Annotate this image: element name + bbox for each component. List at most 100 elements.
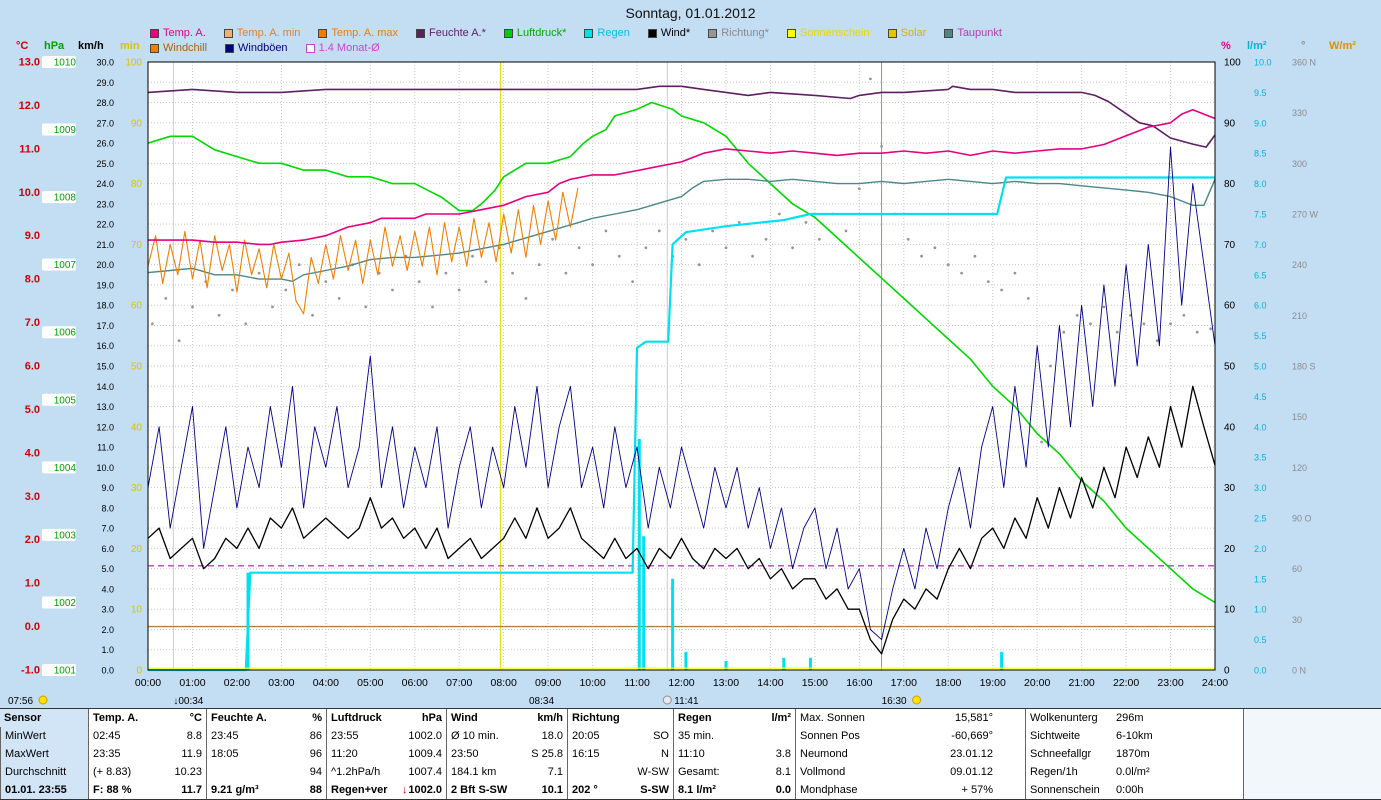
cell-label: 202 °	[572, 784, 598, 796]
table-cell-richtung: Richtung	[567, 709, 673, 727]
svg-text:22.0: 22.0	[96, 220, 114, 230]
svg-text:20: 20	[1224, 544, 1236, 555]
svg-text:25.0: 25.0	[96, 159, 114, 169]
cell-label: (+ 8.83)	[93, 766, 131, 778]
svg-text:12:00: 12:00	[668, 677, 694, 689]
cell-value: N	[661, 748, 669, 760]
svg-text:5.0: 5.0	[25, 404, 40, 416]
svg-text:3.5: 3.5	[1254, 453, 1267, 463]
svg-text:270 W: 270 W	[1292, 210, 1319, 220]
cell-label: Neumond	[800, 748, 848, 760]
cell-value: 23.01.12	[950, 748, 993, 760]
svg-text:10: 10	[1224, 605, 1236, 616]
cell-label: 20:05	[572, 730, 600, 742]
svg-text:24:00: 24:00	[1202, 677, 1228, 689]
svg-text:30: 30	[1292, 615, 1302, 625]
axis-unit-degC: °C	[16, 40, 28, 52]
table-cell-feuchte-a-: 18:0596	[206, 745, 326, 763]
astro-info-cell: Max. Sonnen15,581°	[795, 709, 1025, 727]
svg-text:24.0: 24.0	[96, 179, 114, 189]
marker-time-label: 07:56	[8, 696, 33, 707]
legend-swatch-icon	[150, 29, 159, 38]
cell-label: 11:20	[331, 748, 358, 760]
table-cell-feuchte-a-: 9.21 g/m³88	[206, 781, 326, 799]
svg-text:00:00: 00:00	[135, 677, 161, 689]
svg-text:1004: 1004	[54, 463, 77, 474]
legend-item-1-4-monat-: 1.4 Monat-Ø	[306, 42, 380, 54]
axis-ticks-kmh: 0.01.02.03.04.05.06.07.08.09.010.011.012…	[96, 58, 114, 676]
svg-text:10: 10	[131, 605, 143, 616]
svg-text:13:00: 13:00	[713, 677, 739, 689]
svg-text:19.0: 19.0	[96, 280, 114, 290]
svg-text:3.0: 3.0	[101, 605, 114, 615]
svg-text:5.5: 5.5	[1254, 331, 1267, 341]
moon-icon	[663, 696, 671, 704]
cell-value: 6-10km	[1116, 730, 1153, 742]
sensor-row-label: Sensor	[0, 709, 88, 727]
misc-info-cell: Wolkenunterg296m	[1025, 709, 1243, 727]
legend-swatch-icon	[944, 29, 953, 38]
svg-text:13.0: 13.0	[96, 402, 114, 412]
cell-label: Mondphase	[800, 784, 858, 796]
svg-text:21.0: 21.0	[96, 240, 114, 250]
svg-text:100: 100	[125, 58, 142, 69]
svg-text:60: 60	[1224, 301, 1236, 312]
table-cell-luftdruck: 11:201009.4	[326, 745, 446, 763]
svg-text:21:00: 21:00	[1068, 677, 1094, 689]
cell-value: 11.9	[181, 748, 202, 760]
cell-value: l/m²	[771, 712, 791, 724]
table-cell-richtung: 202 °S-SW	[567, 781, 673, 799]
svg-text:90: 90	[1224, 118, 1236, 129]
cell-label: 23:35	[93, 748, 121, 760]
svg-text:27.0: 27.0	[96, 118, 114, 128]
axis-ticks-degC: -1.00.01.02.03.04.05.06.07.08.09.010.011…	[19, 57, 40, 677]
table-filler-cell	[1243, 709, 1381, 727]
cell-value: 296m	[1116, 712, 1144, 724]
cell-label: 2 Bft S-SW	[451, 784, 507, 796]
svg-text:6.5: 6.5	[1254, 270, 1267, 280]
legend-label: Luftdruck*	[517, 27, 567, 39]
svg-text:29.0: 29.0	[96, 78, 114, 88]
svg-text:20: 20	[131, 544, 143, 555]
cell-label: Vollmond	[800, 766, 845, 778]
marker-time-label: 11:41	[674, 696, 699, 707]
legend-label: Taupunkt	[957, 27, 1002, 39]
weather-chart: -1.00.01.02.03.04.05.06.07.08.09.010.011…	[0, 56, 1381, 708]
table-cell-temp-a-: 02:458.8	[88, 727, 206, 745]
legend-label: Richtung*	[721, 27, 769, 39]
legend-item-temp-a-: Temp. A.	[150, 27, 206, 39]
table-cell-richtung: 20:05SO	[567, 727, 673, 745]
cell-value: 88	[310, 784, 322, 796]
legend-item-taupunkt: Taupunkt	[944, 27, 1002, 39]
legend-item-wind-: Wind*	[648, 27, 690, 39]
table-cell-regen: Regenl/m²	[673, 709, 795, 727]
legend-item-windb-en: Windböen	[225, 42, 288, 54]
svg-text:3.0: 3.0	[25, 491, 40, 503]
legend-item-windchill: Windchill	[150, 42, 207, 54]
cell-label: 02:45	[93, 730, 121, 742]
svg-text:18.0: 18.0	[96, 301, 114, 311]
cell-value: 09.01.12	[950, 766, 993, 778]
legend-label: Wind*	[661, 27, 690, 39]
svg-text:120: 120	[1292, 463, 1307, 473]
svg-text:0: 0	[1224, 666, 1230, 677]
svg-text:07:00: 07:00	[446, 677, 472, 689]
svg-text:40: 40	[131, 422, 143, 433]
legend-item-richtung-: Richtung*	[708, 27, 769, 39]
cell-value: 1870m	[1116, 748, 1150, 760]
table-filler-cell	[1243, 745, 1381, 763]
table-filler-cell	[1243, 727, 1381, 745]
cell-value: 94	[310, 766, 322, 778]
svg-text:11:00: 11:00	[624, 677, 650, 689]
cell-label: Sonnen Pos	[800, 730, 860, 742]
table-cell-luftdruck: Regen+ver↓1002.0	[326, 781, 446, 799]
cell-label: Gesamt:	[678, 766, 720, 778]
table-cell-regen: 11:103.8	[673, 745, 795, 763]
table-cell-regen: Gesamt:8.1	[673, 763, 795, 781]
svg-text:2.5: 2.5	[1254, 514, 1267, 524]
legend-swatch-icon	[504, 29, 513, 38]
cell-value: °C	[190, 712, 202, 724]
svg-text:05:00: 05:00	[357, 677, 383, 689]
svg-text:3.0: 3.0	[1254, 483, 1267, 493]
svg-text:4.0: 4.0	[25, 447, 40, 459]
